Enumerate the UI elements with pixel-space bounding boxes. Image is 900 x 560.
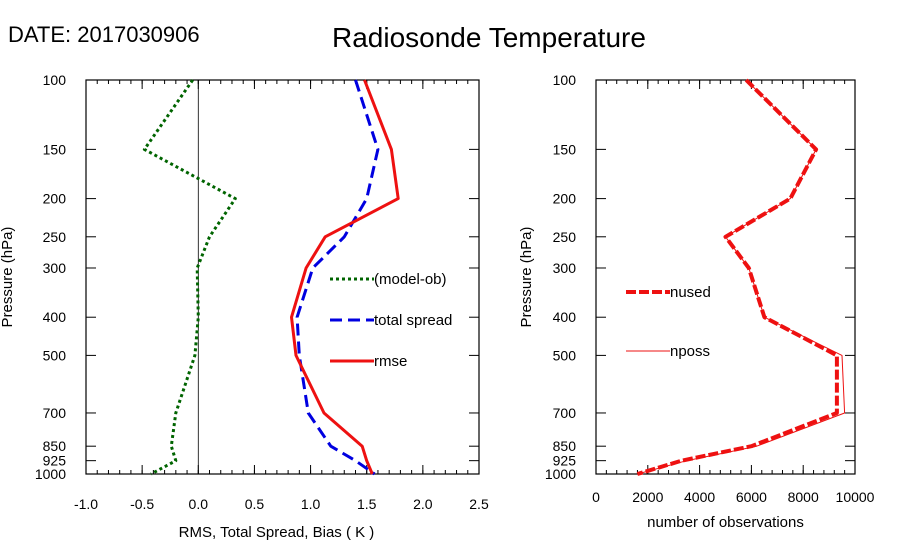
series-line-modelob (142, 79, 237, 476)
y-tick-label: 250 (553, 229, 577, 245)
y-tick-label: 700 (553, 405, 577, 421)
y-tick-label: 300 (43, 260, 67, 276)
y-tick-label: 400 (43, 309, 67, 325)
y-axis-title: Pressure (hPa) (0, 227, 16, 328)
y-tick-label: 200 (553, 191, 577, 207)
y-tick-label: 500 (43, 347, 67, 363)
series-line-rmse (290, 79, 400, 475)
series-line-nposs (637, 79, 846, 475)
legend-label: rmse (374, 353, 407, 370)
x-tick-label: 4000 (684, 489, 715, 505)
y-tick-label: 700 (43, 405, 67, 421)
y-axis-title: Pressure (hPa) (518, 227, 535, 328)
x-tick-label: 0 (592, 489, 600, 505)
legend-label: (model-ob) (374, 271, 447, 288)
x-tick-label: 0.0 (189, 496, 209, 512)
y-tick-label: 500 (553, 347, 577, 363)
x-tick-label: 1.0 (301, 496, 321, 512)
x-tick-label: 6000 (736, 489, 767, 505)
y-tick-label: 1000 (545, 466, 576, 482)
series-line-nused (636, 78, 839, 476)
y-tick-label: 1000 (35, 466, 66, 482)
x-tick-label: 2000 (632, 489, 663, 505)
y-tick-label: 850 (43, 438, 67, 454)
legend-label: nused (670, 284, 711, 301)
y-tick-label: 925 (553, 453, 577, 469)
x-tick-label: 2.0 (413, 496, 433, 512)
plot-frame-1 (85, 79, 480, 475)
y-tick-label: 300 (553, 260, 577, 276)
y-tick-label: 400 (553, 309, 577, 325)
x-tick-label: 2.5 (469, 496, 489, 512)
series-line-totalspread (295, 79, 380, 476)
x-tick-label: 1.5 (357, 496, 377, 512)
x-axis-title: number of observations (647, 514, 804, 531)
y-tick-label: 100 (43, 72, 67, 88)
legend-label: total spread (374, 312, 452, 329)
x-axis-title: RMS, Total Spread, Bias ( K ) (179, 524, 375, 541)
x-tick-label: 10000 (836, 489, 875, 505)
y-tick-label: 100 (553, 72, 577, 88)
y-tick-label: 850 (553, 438, 577, 454)
y-tick-label: 150 (43, 141, 67, 157)
chart-title: Radiosonde Temperature (332, 22, 646, 53)
y-tick-label: 250 (43, 229, 67, 245)
y-tick-label: 925 (43, 453, 67, 469)
y-tick-label: 150 (553, 141, 577, 157)
x-tick-label: -0.5 (130, 496, 154, 512)
date-label: DATE: 2017030906 (8, 22, 200, 47)
plot-frame-2 (595, 79, 856, 475)
legend-label: nposs (670, 343, 710, 360)
y-tick-label: 200 (43, 191, 67, 207)
x-tick-label: 8000 (788, 489, 819, 505)
x-tick-label: -1.0 (74, 496, 98, 512)
x-tick-label: 0.5 (245, 496, 265, 512)
